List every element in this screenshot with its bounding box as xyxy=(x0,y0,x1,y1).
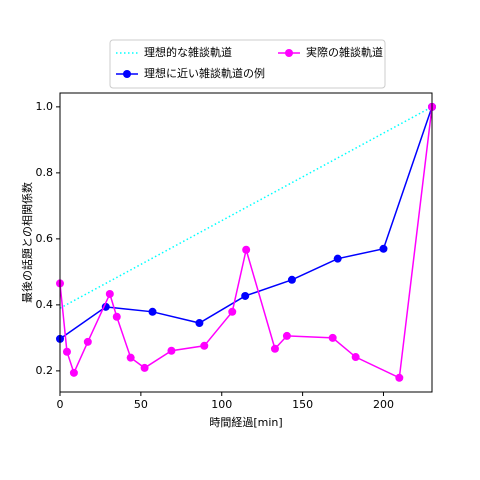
x-tick-label: 100 xyxy=(211,398,232,411)
series-line xyxy=(59,106,433,379)
point xyxy=(379,244,388,253)
x-axis-label: 時間経過[min] xyxy=(209,416,282,429)
point xyxy=(126,353,135,362)
point xyxy=(287,275,296,284)
y-tick-label: 0.2 xyxy=(36,364,54,377)
legend-marker xyxy=(285,49,293,57)
point xyxy=(228,307,237,316)
point xyxy=(62,347,71,356)
point xyxy=(333,254,342,263)
y-tick-label: 0.6 xyxy=(36,232,54,245)
legend-box xyxy=(109,39,386,89)
point xyxy=(69,368,78,377)
point xyxy=(242,245,251,254)
plot-frame xyxy=(59,92,433,393)
series-line xyxy=(59,106,433,309)
y-tick-label: 0.8 xyxy=(36,166,54,179)
legend-label: 理想的な雑談軌道 xyxy=(144,45,232,59)
y-axis-label: 最後の話題との相関係数 xyxy=(20,182,34,303)
point xyxy=(112,312,121,321)
legend-label: 実際の雑談軌道 xyxy=(306,45,383,59)
y-tick-label: 1.0 xyxy=(36,100,54,113)
point xyxy=(328,333,337,342)
x-tick-label: 50 xyxy=(134,398,148,411)
point xyxy=(270,344,279,353)
point xyxy=(241,291,250,300)
point xyxy=(140,363,149,372)
x-tick-label: 200 xyxy=(373,398,394,411)
point xyxy=(395,373,404,382)
point xyxy=(282,331,291,340)
point xyxy=(148,307,157,316)
point xyxy=(195,319,204,328)
point xyxy=(167,346,176,355)
point xyxy=(105,289,114,298)
point xyxy=(200,341,209,350)
x-tick-label: 0 xyxy=(57,398,64,411)
point xyxy=(83,337,92,346)
legend-marker xyxy=(123,70,131,78)
y-tick-label: 0.4 xyxy=(36,298,54,311)
legend-label: 理想に近い雑談軌道の例 xyxy=(144,66,265,80)
point xyxy=(351,353,360,362)
x-tick-label: 150 xyxy=(292,398,313,411)
